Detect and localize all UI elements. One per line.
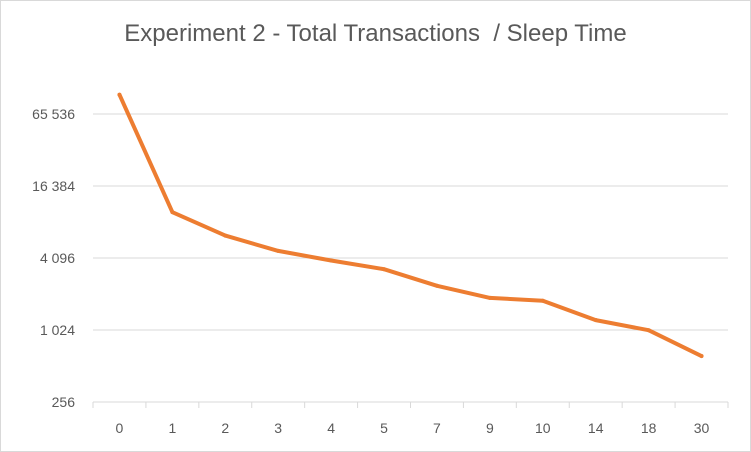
series-layer (117, 92, 704, 359)
x-tick-label: 10 (535, 420, 551, 436)
y-tick-label: 65 536 (32, 106, 75, 122)
y-tick-label: 1 024 (40, 322, 75, 338)
x-tick-label: 2 (221, 420, 229, 436)
chart-title: Experiment 2 - Total Transactions / Slee… (124, 20, 627, 47)
x-tick-label: 7 (433, 420, 441, 436)
x-tick-label: 14 (588, 420, 604, 436)
y-axis: 256 1 024 4 096 16 384 65 536 (32, 106, 75, 410)
data-point (487, 295, 492, 300)
y-tick-label: 16 384 (32, 178, 75, 194)
data-point (646, 328, 651, 333)
x-tick-label: 30 (694, 420, 710, 436)
data-point (382, 267, 387, 272)
x-tick-label: 18 (641, 420, 657, 436)
data-point (170, 210, 175, 215)
data-point (540, 298, 545, 303)
data-point (434, 283, 439, 288)
series-line (117, 92, 704, 359)
data-point (117, 92, 122, 97)
data-point (329, 258, 334, 263)
x-tick-label: 1 (168, 420, 176, 436)
x-tick-label: 4 (327, 420, 335, 436)
gridlines (93, 113, 728, 331)
data-point (593, 318, 598, 323)
data-point (699, 354, 704, 359)
x-tick-label: 0 (116, 420, 124, 436)
x-axis (92, 401, 729, 408)
data-point (223, 233, 228, 238)
y-tick-label: 4 096 (40, 250, 75, 266)
x-tick-label: 5 (380, 420, 388, 436)
x-axis-labels: 0 1 2 3 4 5 7 9 10 14 18 30 (116, 420, 710, 436)
data-point (276, 248, 281, 253)
x-tick-label: 3 (274, 420, 282, 436)
y-tick-label: 256 (52, 394, 76, 410)
x-tick-label: 9 (486, 420, 494, 436)
